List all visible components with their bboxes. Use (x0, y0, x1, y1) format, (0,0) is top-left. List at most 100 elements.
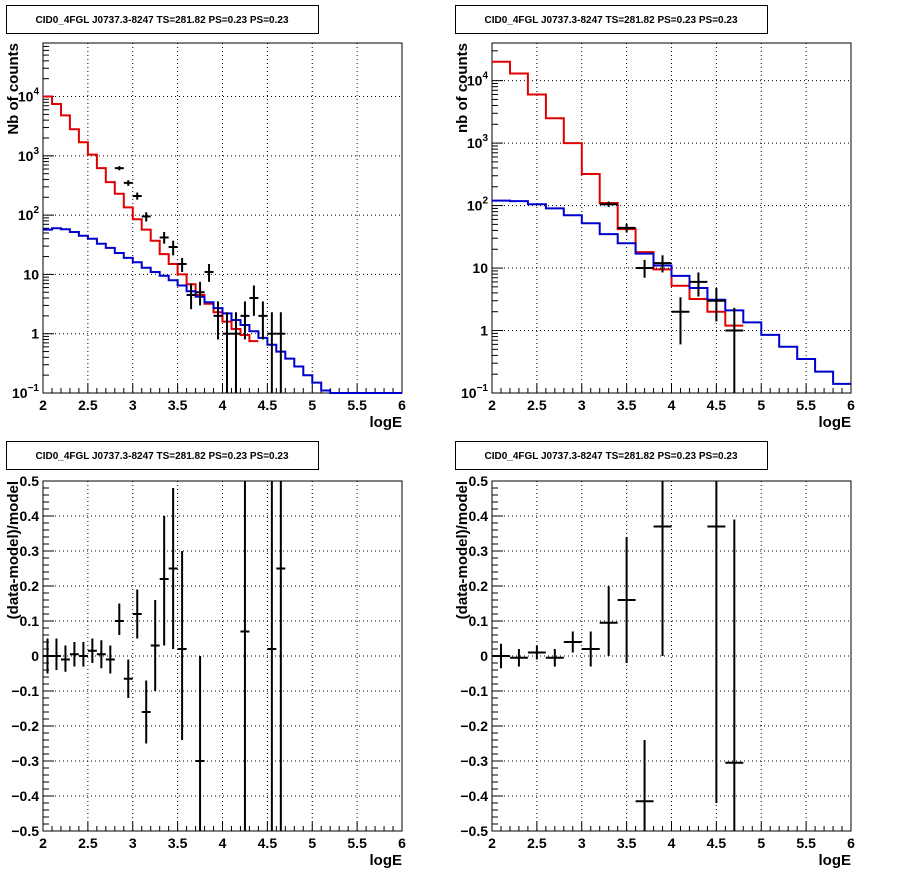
data-point (159, 516, 169, 646)
data-point (240, 481, 250, 831)
data-point (671, 297, 690, 345)
y-tick-label: 1 (480, 323, 488, 339)
data-point (527, 645, 546, 660)
y-axis-label: (data-model)/model (5, 481, 22, 619)
x-tick-label: 2 (39, 397, 47, 413)
y-tick-label: 10 (23, 266, 39, 282)
y-tick-label: 10 (472, 260, 488, 276)
tick-base: 10 (461, 385, 477, 401)
y-tick-label: −0.2 (460, 718, 488, 734)
x-axis-label: logE (370, 852, 403, 869)
data-point (168, 488, 178, 649)
data-point (581, 631, 600, 667)
data-point (204, 263, 214, 282)
y-tick-label: 104 (18, 87, 40, 105)
y-tick-label: 103 (467, 133, 489, 151)
x-tick-label: 5.5 (796, 835, 816, 851)
x-tick-label: 2 (488, 835, 496, 851)
y-tick-label: 0.3 (20, 543, 40, 559)
y-tick-label: −0.5 (11, 823, 39, 839)
data-point (267, 312, 277, 393)
data-points (43, 481, 286, 831)
tick-exponent: 4 (482, 71, 488, 82)
y-tick-label: −0.4 (11, 788, 39, 804)
model-step-line (43, 95, 259, 343)
x-tick-label: 4.5 (707, 397, 727, 413)
data-point (195, 281, 205, 306)
data-point (96, 640, 106, 669)
data-point (635, 259, 654, 278)
tick-base: 10 (467, 73, 483, 89)
chart-panel-4: CID0_4FGL J0737.3-8247 TS=281.82 PS=0.23… (454, 441, 855, 869)
data-point (168, 240, 178, 256)
axis-ticks (491, 480, 852, 832)
x-tick-label: 5.5 (347, 835, 367, 851)
chart-title: CID0_4FGL J0737.3-8247 TS=281.82 PS=0.23… (484, 15, 737, 26)
y-tick-label: 0.1 (20, 613, 40, 629)
x-axis-label: logE (370, 414, 403, 431)
y-tick-label: −0.4 (460, 788, 488, 804)
data-point (213, 301, 223, 340)
y-tick-label: 0.5 (20, 473, 40, 489)
chart-panel-3: CID0_4FGL J0737.3-8247 TS=281.82 PS=0.23… (5, 441, 406, 869)
y-tick-label: −0.3 (460, 753, 488, 769)
data-point (132, 192, 142, 200)
data-point (43, 638, 52, 674)
y-tick-label: 0.2 (20, 578, 40, 594)
data-point (123, 180, 133, 186)
y-axis-label: (data-model)/model (454, 481, 471, 619)
data-points (599, 201, 744, 393)
data-point (258, 301, 268, 340)
data-point (51, 638, 61, 670)
x-tick-label: 3.5 (168, 835, 188, 851)
x-tick-label: 5.5 (796, 397, 816, 413)
title-box (455, 5, 768, 34)
x-tick-label: 4 (219, 397, 227, 413)
data-point (240, 301, 250, 340)
title-box (6, 441, 319, 470)
y-tick-label: 104 (467, 71, 489, 89)
data-point (689, 272, 708, 297)
tick-exponent: 3 (33, 146, 39, 157)
data-point (725, 307, 744, 393)
x-tick-label: 3.5 (168, 397, 188, 413)
y-tick-label: 0.5 (469, 473, 489, 489)
x-tick-label: 3 (578, 835, 586, 851)
chart-title: CID0_4FGL J0737.3-8247 TS=281.82 PS=0.23… (484, 451, 737, 462)
data-point (78, 642, 88, 667)
data-point (707, 287, 726, 322)
data-point (276, 481, 286, 831)
y-tick-label: −0.1 (11, 683, 39, 699)
data-point (563, 631, 582, 653)
y-tick-label: −0.3 (11, 753, 39, 769)
x-tick-label: 3 (578, 397, 586, 413)
x-tick-label: 4.5 (258, 397, 278, 413)
data-point (725, 519, 744, 831)
tick-base: 10 (467, 198, 483, 214)
grid-lines (492, 481, 851, 831)
data-point (545, 649, 564, 667)
data-point (231, 312, 241, 393)
y-tick-label: 0.2 (469, 578, 489, 594)
y-tick-label: 0.3 (469, 543, 489, 559)
x-tick-label: 3 (129, 397, 137, 413)
data-point (69, 642, 79, 667)
data-point (707, 481, 726, 803)
x-axis-label: logE (819, 852, 852, 869)
x-tick-label: 3.5 (617, 397, 637, 413)
data-point (599, 201, 618, 207)
x-tick-label: 4 (668, 397, 676, 413)
y-tick-label: 0 (480, 648, 488, 664)
x-tick-label: 6 (847, 835, 855, 851)
x-tick-label: 5 (308, 397, 316, 413)
x-tick-label: 5 (308, 835, 316, 851)
tick-exponent: −1 (477, 383, 489, 394)
tick-exponent: 2 (33, 205, 39, 216)
chart-title: CID0_4FGL J0737.3-8247 TS=281.82 PS=0.23… (35, 15, 288, 26)
data-point (177, 257, 187, 272)
x-tick-label: 2.5 (527, 397, 547, 413)
y-tick-label: −0.1 (460, 683, 488, 699)
x-axis-label: logE (819, 414, 852, 431)
model-step-line (492, 199, 851, 385)
